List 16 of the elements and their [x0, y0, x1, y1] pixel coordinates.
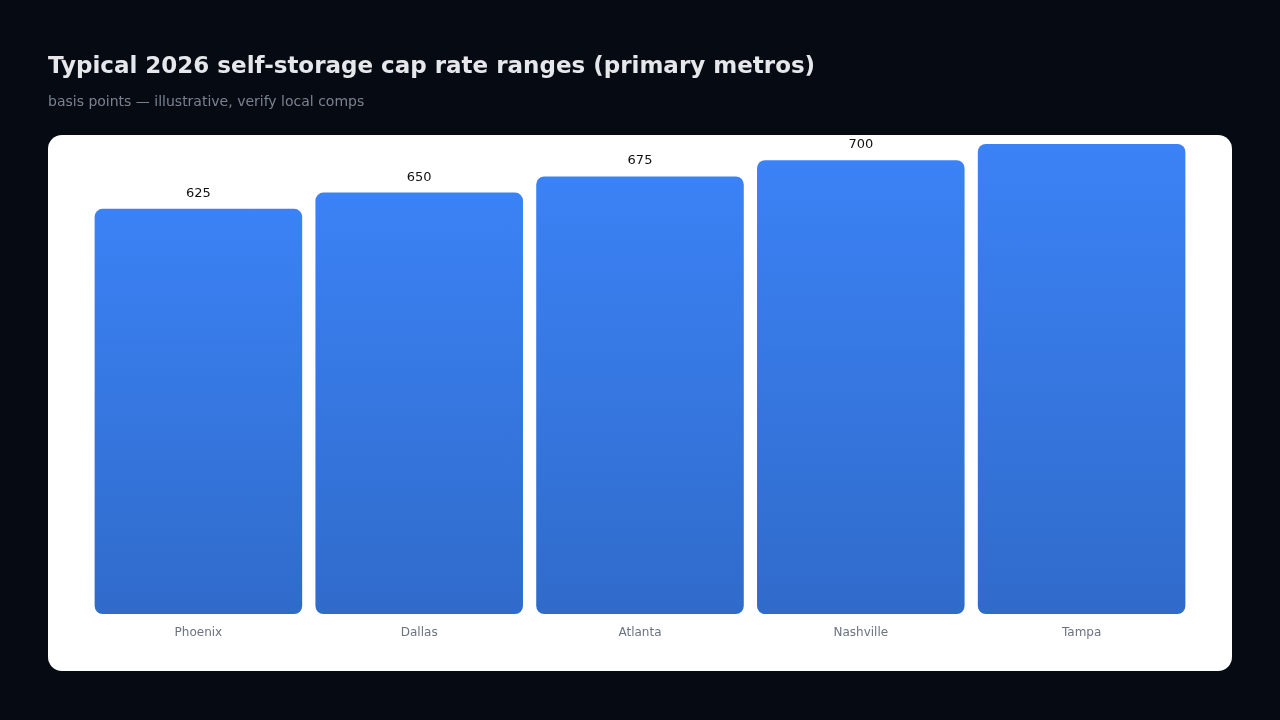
x-tick-label: Atlanta [618, 625, 662, 639]
x-tick-label: Dallas [400, 625, 438, 639]
x-tick-label: Phoenix [174, 625, 223, 639]
x-tick-label: Nashville [833, 625, 889, 639]
chart-title: Typical 2026 self-storage cap rate ranges (primary metros) [48, 52, 816, 78]
data-label: 700 [848, 136, 874, 152]
bar [977, 144, 1186, 614]
data-label: 650 [406, 168, 432, 184]
data-label: 625 [185, 184, 211, 200]
data-label: 675 [627, 152, 653, 168]
bar [315, 192, 523, 614]
x-tick-label: Tampa [1060, 625, 1102, 639]
bar [94, 208, 303, 614]
chart-subtitle: basis points — illustrative, verify local comps [48, 93, 365, 109]
bar [757, 160, 965, 614]
bar [536, 176, 744, 614]
